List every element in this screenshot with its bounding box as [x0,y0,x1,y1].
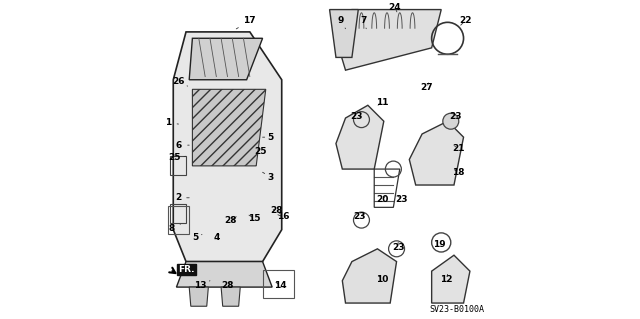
Text: 18: 18 [452,168,465,177]
Text: 21: 21 [452,144,465,153]
Text: 3: 3 [262,172,274,182]
Polygon shape [189,38,262,80]
Text: 25: 25 [168,153,186,162]
Text: 23: 23 [395,195,408,204]
Text: 27: 27 [420,83,433,92]
Text: 23: 23 [449,112,462,121]
Text: 2: 2 [175,193,189,202]
Text: 28: 28 [271,206,283,215]
Text: 11: 11 [376,98,388,107]
Polygon shape [431,255,470,303]
Text: 14: 14 [274,281,287,290]
Text: 8: 8 [168,224,180,233]
Text: 28: 28 [225,216,237,225]
Polygon shape [177,262,272,287]
Polygon shape [342,249,397,303]
Text: FR.: FR. [178,265,195,274]
Text: 28: 28 [221,281,234,290]
Bar [168,206,189,234]
Circle shape [443,113,459,129]
Text: 17: 17 [236,16,256,29]
Text: 23: 23 [392,242,404,252]
Text: 13: 13 [194,281,210,290]
Text: 23: 23 [354,212,366,221]
Text: 7: 7 [360,16,366,29]
Text: SV23-B0100A: SV23-B0100A [429,305,484,314]
Polygon shape [336,10,441,70]
Text: 1: 1 [165,118,179,127]
Polygon shape [189,287,209,306]
Polygon shape [221,287,240,306]
Polygon shape [330,10,358,57]
Polygon shape [336,105,384,169]
Polygon shape [173,32,282,262]
Text: 10: 10 [376,275,388,284]
Text: 15: 15 [248,214,261,223]
Text: 16: 16 [277,212,289,221]
Text: 12: 12 [440,274,452,284]
Text: 23: 23 [351,112,363,121]
Text: 6: 6 [176,141,189,150]
Polygon shape [193,89,266,166]
Bar [262,270,294,298]
Text: 26: 26 [172,77,188,86]
Text: 24: 24 [388,4,401,12]
Text: 22: 22 [459,16,472,25]
Text: 25: 25 [255,147,268,156]
Text: FR.: FR. [181,265,196,274]
Text: 20: 20 [376,195,388,204]
Text: 9: 9 [337,16,346,29]
Text: 4: 4 [213,233,220,242]
Polygon shape [410,121,463,185]
Text: 5: 5 [262,133,274,142]
Text: 19: 19 [433,240,446,249]
Text: 5: 5 [193,233,202,242]
